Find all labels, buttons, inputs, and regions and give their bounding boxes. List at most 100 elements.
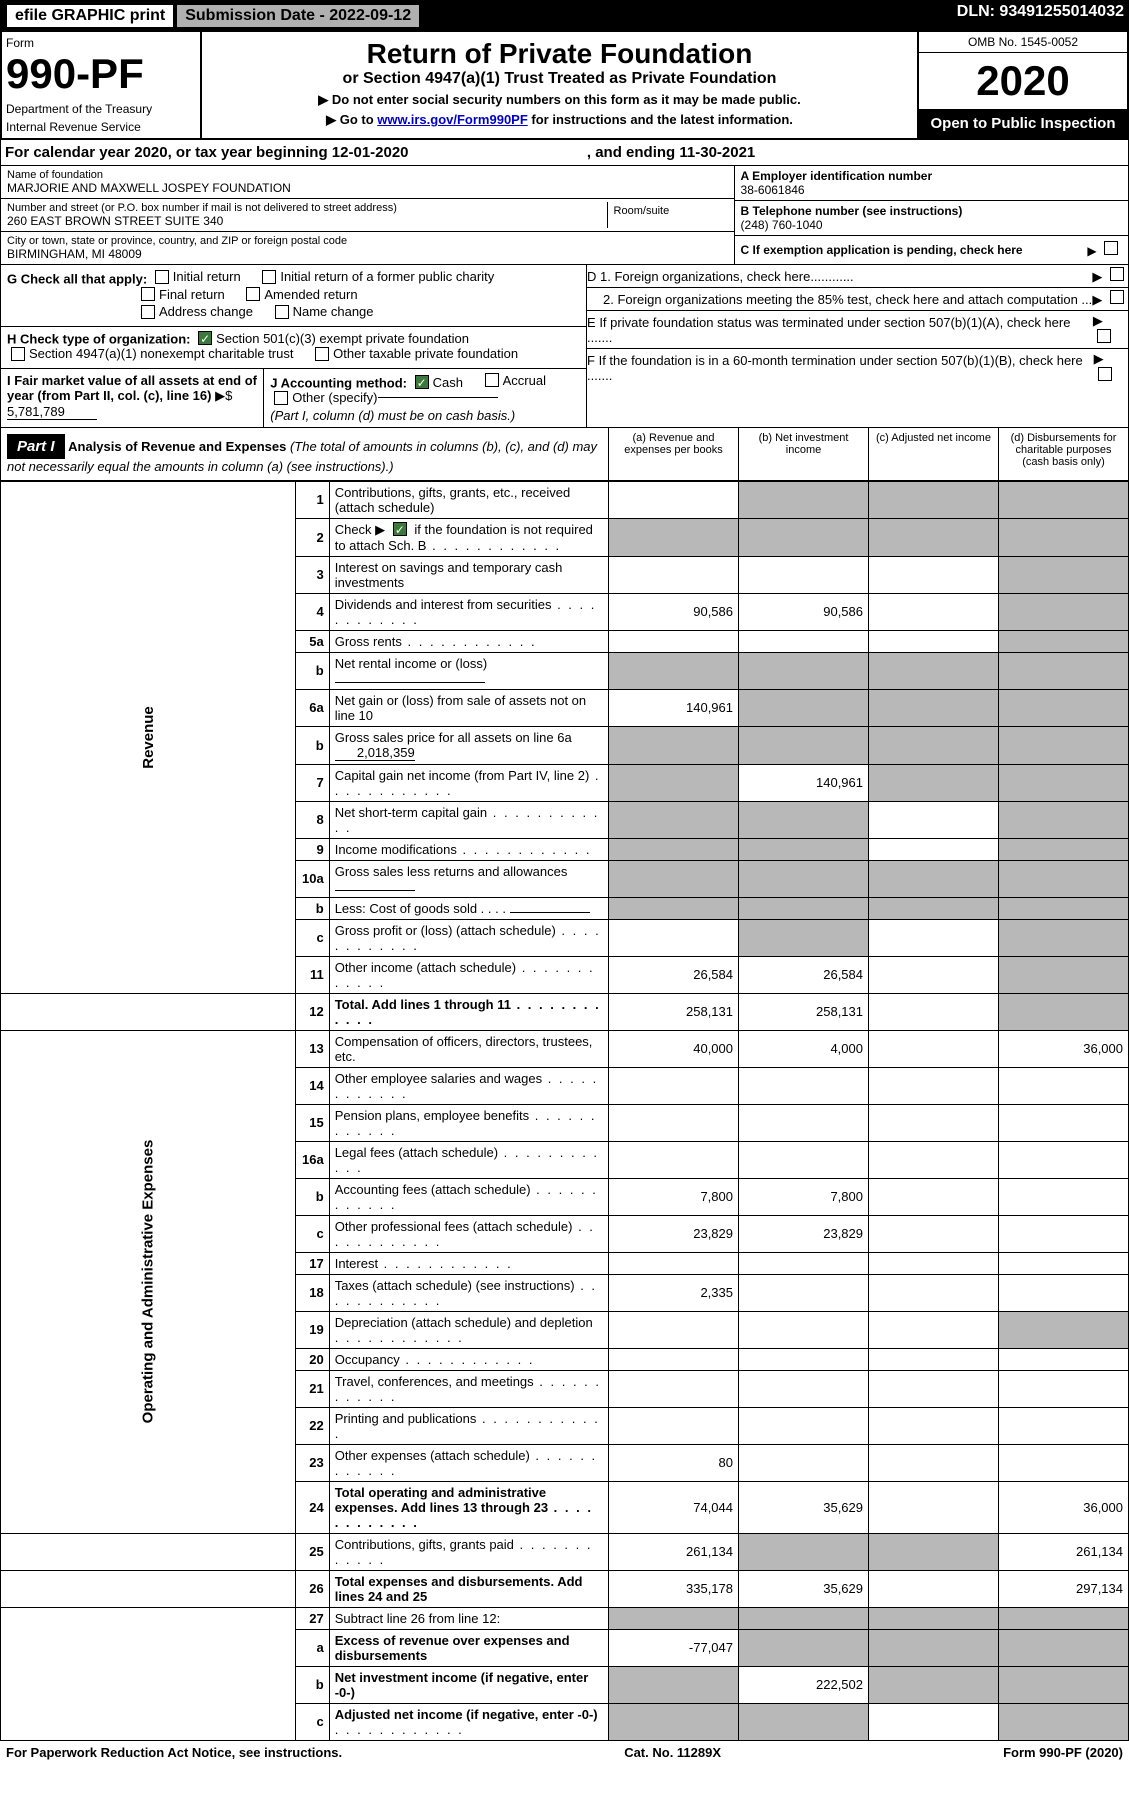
ssn-warning: ▶ Do not enter social security numbers o… [208, 92, 911, 108]
row-desc: Taxes (attach schedule) (see instruction… [335, 1278, 575, 1293]
row-num: 24 [295, 1481, 329, 1533]
row-num: 18 [295, 1274, 329, 1311]
cell-value: 258,131 [609, 993, 739, 1030]
schb-checkbox[interactable] [393, 522, 407, 536]
part1-label: Part I [7, 434, 65, 459]
d2-label: 2. Foreign organizations meeting the 85%… [587, 292, 1092, 307]
row-desc: Travel, conferences, and meetings [335, 1374, 534, 1389]
row-desc: Compensation of officers, directors, tru… [329, 1030, 608, 1067]
efile-button[interactable]: efile GRAPHIC print [5, 3, 175, 29]
f-checkbox[interactable] [1098, 367, 1112, 381]
row-num: 8 [295, 801, 329, 838]
row-desc: Other employee salaries and wages [335, 1071, 542, 1086]
cell-value: 7,800 [609, 1178, 739, 1215]
info-grid: Name of foundation MARJORIE AND MAXWELL … [0, 166, 1129, 265]
other-method-checkbox[interactable] [274, 391, 288, 405]
row-num: 20 [295, 1348, 329, 1370]
row-desc: Total expenses and disbursements. Add li… [329, 1570, 608, 1607]
phone-label: B Telephone number (see instructions) [741, 204, 1122, 218]
row-desc: Occupancy [335, 1352, 400, 1367]
form-ref: Form 990-PF (2020) [1003, 1745, 1123, 1760]
address-change-checkbox[interactable] [141, 305, 155, 319]
accrual-checkbox[interactable] [485, 373, 499, 387]
exemption-pending-checkbox[interactable] [1104, 241, 1118, 255]
row-desc: Printing and publications [335, 1411, 477, 1426]
exemption-pending-label: C If exemption application is pending, c… [741, 243, 1023, 257]
row-num: b [295, 726, 329, 764]
cash-checkbox[interactable] [415, 375, 429, 389]
ein-label: A Employer identification number [741, 169, 1122, 183]
cell-value: 261,134 [999, 1533, 1129, 1570]
cell-value: 261,134 [609, 1533, 739, 1570]
row-num: 4 [295, 593, 329, 630]
addr-label: Number and street (or P.O. box number if… [7, 202, 607, 214]
501c3-checkbox[interactable] [198, 331, 212, 345]
row-num: b [295, 897, 329, 919]
amended-return-checkbox[interactable] [246, 287, 260, 301]
col-d-header: (d) Disbursements for charitable purpose… [998, 428, 1128, 480]
h-label: H Check type of organization: [7, 331, 190, 346]
row-desc: Interest on savings and temporary cash i… [329, 556, 608, 593]
cell-value: 222,502 [739, 1666, 869, 1703]
year-ending: , and ending 11-30-2021 [587, 144, 1124, 161]
d1-label: D 1. Foreign organizations, check here..… [587, 269, 854, 284]
cell-value: 35,629 [739, 1481, 869, 1533]
part1-header-row: Part I Analysis of Revenue and Expenses … [0, 428, 1129, 481]
ein-value: 38-6061846 [741, 183, 1122, 197]
instructions-link[interactable]: www.irs.gov/Form990PF [377, 112, 528, 127]
goto-prefix: ▶ Go to [326, 112, 377, 127]
form-title: Return of Private Foundation [208, 38, 911, 70]
initial-return-label: Initial return [173, 269, 241, 284]
cell-value: 26,584 [739, 956, 869, 993]
amended-return-label: Amended return [264, 287, 357, 302]
row-desc: Less: Cost of goods sold [335, 901, 477, 916]
d1-checkbox[interactable] [1110, 267, 1124, 281]
initial-former-checkbox[interactable] [262, 270, 276, 284]
col-b-header: (b) Net investment income [738, 428, 868, 480]
row-num: b [295, 1666, 329, 1703]
cell-value: 80 [609, 1444, 739, 1481]
tax-year: 2020 [919, 53, 1127, 109]
row-num: 14 [295, 1067, 329, 1104]
row-desc: Gross sales less returns and allowances [335, 864, 568, 879]
name-change-label: Name change [293, 304, 374, 319]
row-num: 26 [295, 1570, 329, 1607]
row-desc: Total operating and administrative expen… [335, 1485, 548, 1515]
cell-value: 2,335 [609, 1274, 739, 1311]
501c3-label: Section 501(c)(3) exempt private foundat… [216, 331, 469, 346]
d2-checkbox[interactable] [1110, 290, 1124, 304]
schb-prefix: Check ▶ [335, 522, 389, 537]
row-num: 17 [295, 1252, 329, 1274]
4947-checkbox[interactable] [11, 347, 25, 361]
paperwork-notice: For Paperwork Reduction Act Notice, see … [6, 1745, 342, 1760]
row-num: c [295, 1215, 329, 1252]
row-num: 22 [295, 1407, 329, 1444]
cell-value: 140,961 [609, 689, 739, 726]
row-num: 19 [295, 1311, 329, 1348]
row-desc: Contributions, gifts, grants paid [335, 1537, 514, 1552]
other-taxable-checkbox[interactable] [315, 347, 329, 361]
cash-label: Cash [433, 375, 463, 390]
initial-former-label: Initial return of a former public charit… [280, 269, 494, 284]
row-num: 13 [295, 1030, 329, 1067]
row-desc: Interest [335, 1256, 378, 1271]
final-return-label: Final return [159, 287, 225, 302]
cell-value: 90,586 [739, 593, 869, 630]
row-num: 6a [295, 689, 329, 726]
e-checkbox[interactable] [1097, 329, 1111, 343]
initial-return-checkbox[interactable] [155, 270, 169, 284]
dept-treasury: Department of the Treasury [6, 102, 196, 116]
row-num: 5a [295, 630, 329, 652]
row-desc: Capital gain net income (from Part IV, l… [335, 768, 590, 783]
final-return-checkbox[interactable] [141, 287, 155, 301]
top-bar: efile GRAPHIC print Submission Date - 20… [0, 0, 1129, 32]
name-change-checkbox[interactable] [275, 305, 289, 319]
form-subtitle: or Section 4947(a)(1) Trust Treated as P… [208, 70, 911, 88]
row-desc: Depreciation (attach schedule) and deple… [335, 1315, 593, 1330]
row-desc: Net gain or (loss) from sale of assets n… [329, 689, 608, 726]
row-num: 7 [295, 764, 329, 801]
name-label: Name of foundation [7, 169, 728, 181]
row-num: 9 [295, 838, 329, 860]
irs-label: Internal Revenue Service [6, 120, 196, 134]
row-num: 21 [295, 1370, 329, 1407]
